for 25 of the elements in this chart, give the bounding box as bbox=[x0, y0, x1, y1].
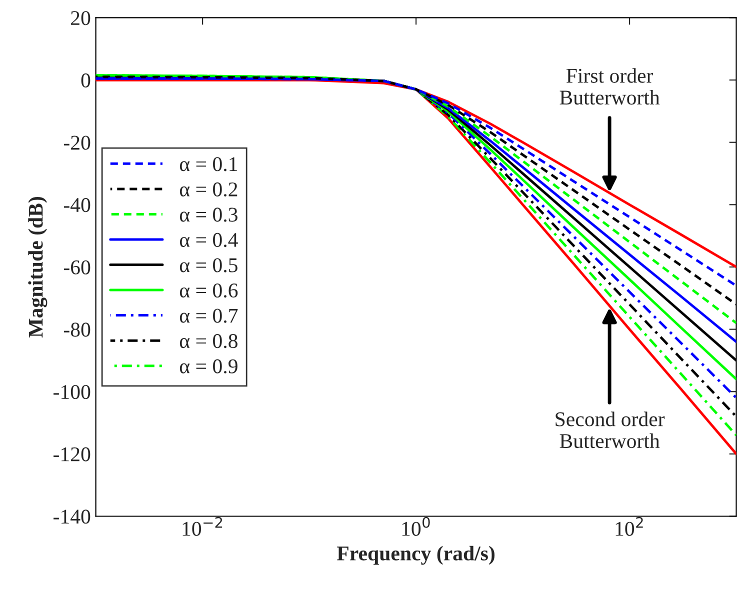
x-tick-label: 10$^{−2}$ bbox=[182, 516, 222, 536]
legend-label: α = 0.2 bbox=[180, 182, 238, 197]
y-tick-label: -60 bbox=[64, 260, 90, 274]
y-tick-label: -40 bbox=[64, 198, 90, 212]
y-tick-label: 0 bbox=[81, 73, 90, 88]
annotation: First order Butterworth bbox=[560, 68, 660, 105]
legend-label: α = 0.9 bbox=[180, 359, 238, 374]
legend-label: α = 0.6 bbox=[180, 283, 238, 298]
legend-label: α = 0.8 bbox=[180, 334, 238, 348]
legend-label: α = 0.1 bbox=[180, 157, 238, 172]
legend-label: α = 0.5 bbox=[180, 258, 238, 272]
legend-label: α = 0.4 bbox=[180, 232, 238, 248]
y-tick-label: -20 bbox=[64, 136, 90, 150]
y-tick-label: -140 bbox=[54, 510, 90, 524]
x-axis-title: Frequency (rad/s) bbox=[337, 546, 494, 565]
x-tick-label: 10$^{0}$ bbox=[402, 516, 430, 536]
annotation: Second order Butterworth bbox=[556, 412, 665, 448]
x-tick-label: 10$^{2}$ bbox=[616, 516, 643, 536]
y-tick-label: -80 bbox=[64, 322, 90, 337]
y-axis-title: Magnitude (dB) bbox=[28, 196, 48, 338]
y-tick-label: 20 bbox=[71, 11, 90, 26]
legend-label: α = 0.7 bbox=[180, 308, 238, 323]
y-tick-label: -120 bbox=[54, 447, 90, 462]
y-tick-label: -100 bbox=[54, 384, 90, 400]
legend-label: α = 0.3 bbox=[180, 208, 238, 222]
